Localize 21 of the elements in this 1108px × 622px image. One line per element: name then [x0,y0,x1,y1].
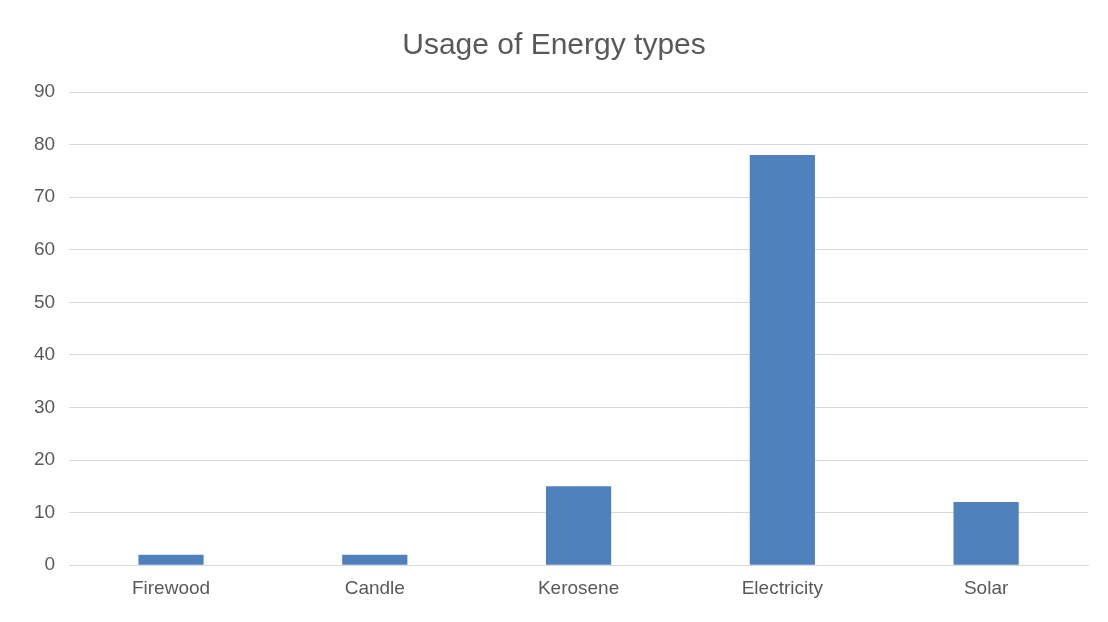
x-tick-label: Solar [963,576,1009,598]
x-tick-label: Candle [344,576,405,598]
y-tick-label: 50 [33,290,56,312]
x-tick-label: Firewood [131,576,211,598]
bar [545,486,612,565]
y-tick-label: 30 [33,395,56,417]
y-tick-label: 90 [33,80,56,102]
bar [749,155,815,565]
y-tick-label: 40 [33,343,56,365]
y-tick-label: 70 [33,185,56,207]
bar [342,554,408,565]
y-tick-label: 10 [33,500,56,522]
y-tick-label: 20 [33,448,56,470]
chart-title: Usage of Energy types [402,27,706,61]
bar [953,502,1019,565]
bar [138,554,204,565]
x-tick-label: Electricity [741,576,824,598]
y-tick-label: 80 [33,132,56,154]
x-tick-label: Kerosene [537,576,620,598]
y-tick-label: 0 [44,553,56,575]
y-tick-label: 60 [33,237,56,259]
